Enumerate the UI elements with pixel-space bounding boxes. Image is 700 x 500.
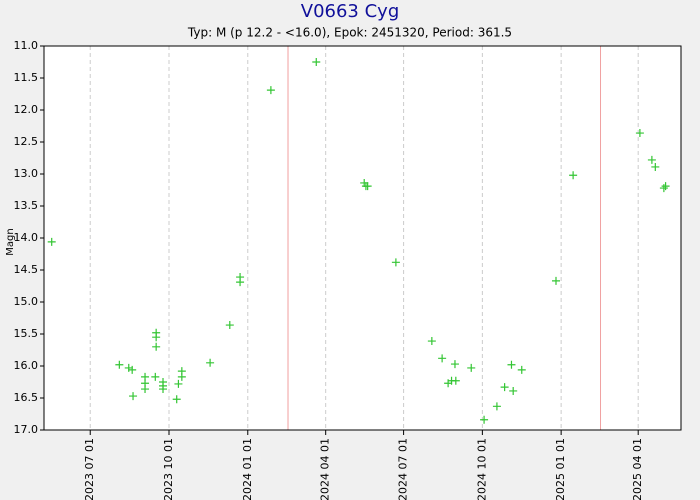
y-tick-label: 16.0	[14, 359, 39, 372]
data-point	[151, 372, 160, 381]
y-tick-label: 12.5	[14, 135, 39, 148]
data-point	[507, 360, 516, 369]
data-point	[312, 58, 321, 66]
plot-area	[44, 46, 681, 430]
data-point	[363, 182, 372, 191]
data-point	[450, 360, 459, 369]
x-tick-label: 2023 10 01	[162, 438, 175, 500]
data-point	[236, 278, 245, 287]
y-tick-label: 17.0	[14, 423, 39, 436]
y-axis-label: Magn	[5, 228, 16, 255]
data-point	[647, 155, 656, 164]
data-point	[500, 383, 509, 392]
data-point	[172, 395, 181, 404]
data-point	[651, 162, 660, 171]
data-point	[266, 86, 275, 95]
data-point	[128, 365, 137, 374]
x-tick-label: 2025 04 01	[631, 438, 644, 500]
x-tick-label: 2023 07 01	[83, 438, 96, 500]
data-point	[451, 376, 460, 385]
data-point	[159, 385, 168, 394]
data-point	[427, 337, 436, 346]
y-tick-label: 13.5	[14, 199, 39, 212]
x-tick-label: 2025 01 01	[554, 438, 567, 500]
data-point	[551, 276, 560, 285]
data-point	[152, 333, 161, 342]
data-point	[509, 386, 518, 395]
data-point	[635, 129, 644, 138]
chart-subtitle: Typ: M (p 12.2 - <16.0), Epok: 2451320, …	[187, 26, 512, 40]
y-tick-label: 14.5	[14, 263, 39, 276]
data-point	[391, 258, 400, 267]
data-point	[659, 184, 668, 193]
data-point	[492, 402, 501, 411]
data-point	[517, 365, 526, 374]
data-point	[467, 363, 476, 372]
data-point	[661, 182, 670, 191]
y-tick-label: 16.5	[14, 391, 39, 404]
y-tick-label: 13.0	[14, 167, 39, 180]
data-point	[174, 379, 183, 388]
data-point	[480, 415, 489, 424]
data-point	[177, 372, 186, 381]
y-tick-label: 11.0	[14, 39, 39, 52]
x-tick-label: 2024 01 01	[241, 438, 254, 500]
y-tick-label: 15.5	[14, 327, 39, 340]
x-tick-label: 2024 07 01	[397, 438, 410, 500]
data-point	[124, 363, 133, 372]
plot-layer: 11.0 11.5 12.0 12.5 13.0 13.5 14.0 14.5 15.0 15.5…	[14, 39, 670, 500]
data-point	[206, 358, 215, 367]
data-point	[225, 321, 234, 330]
plot-frame	[43, 45, 682, 431]
x-tick-label: 2024 10 01	[475, 438, 488, 500]
data-point	[141, 385, 150, 394]
y-tick-label: 11.5	[14, 71, 39, 84]
data-point	[152, 342, 161, 351]
data-point	[47, 237, 56, 246]
y-tick-label: 12.0	[14, 103, 39, 116]
data-point	[115, 360, 124, 369]
data-point	[438, 354, 447, 363]
y-tick-label: 15.0	[14, 295, 39, 308]
y-tick-label: 14.0	[14, 231, 39, 244]
chart-title: V0663 Cyg	[301, 1, 400, 22]
data-point	[569, 171, 578, 180]
data-point	[129, 392, 138, 401]
x-tick-label: 2024 04 01	[319, 438, 332, 500]
